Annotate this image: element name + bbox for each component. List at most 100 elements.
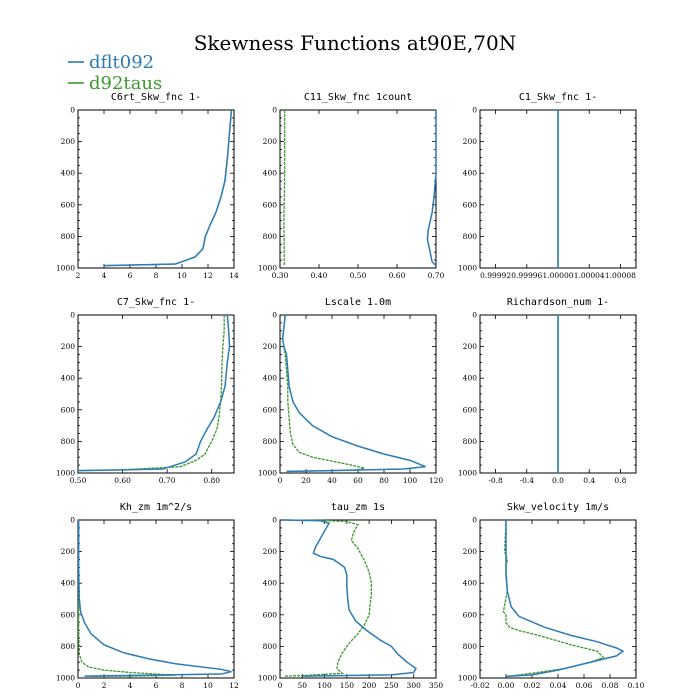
x-tick-label: 2 [102,681,107,690]
y-tick-label: 200 [463,342,478,351]
panel-9: Skw_velocity 1m/s 0 200 400 600 800 1000-0.02 0… [458,502,645,690]
x-tick-label: 0 [278,681,283,690]
panel-6: Richardson_num 1- 0 200 400 600 800 1000 -0.8 -0… [458,297,637,485]
x-tick-label: 60 [353,476,363,485]
panel-frame [279,519,437,679]
x-tick-label: 0.8 [614,476,626,485]
y-tick-label: 800 [463,642,478,651]
series-line-dflt092 [103,109,233,267]
x-tick-label: -0.02 [470,681,489,690]
y-tick-label: 0 [472,106,477,115]
x-tick-label: 250 [384,681,399,690]
y-tick-label: 400 [463,579,478,588]
series-line-dflt092 [426,110,437,267]
series-line-d92taus [103,109,233,267]
y-tick-label: 0 [70,106,75,115]
x-tick-label: 0.08 [602,681,619,690]
y-tick-label: 600 [61,200,76,209]
x-tick-label: 0.60 [389,271,406,280]
series-line-d92taus [502,519,605,678]
y-tick-label: 200 [463,547,478,556]
x-tick-label: 0 [278,476,283,485]
panel-title: C11_Skw_fnc 1count [304,92,412,103]
x-tick-label: -0.4 [520,476,535,485]
x-tick-label: 8 [180,681,185,690]
y-tick-label: 200 [463,137,478,146]
x-tick-label: 0.02 [524,681,541,690]
x-tick-label: 0.04 [550,681,567,690]
x-tick-label: 0.99996 [511,271,542,280]
y-tick-label: 400 [61,374,76,383]
y-tick-label: 800 [61,642,76,651]
x-tick-label: 14 [229,271,239,280]
panel-title: Kh_zm 1m^2/s [120,502,192,513]
y-tick-label: 1000 [258,264,277,273]
x-tick-label: 1.00008 [605,271,636,280]
x-tick-label: 6 [128,271,133,280]
y-tick-label: 800 [263,642,278,651]
y-tick-label: 1000 [258,469,277,478]
y-tick-label: 0 [272,106,277,115]
panel-title: Lscale 1.0m [325,297,391,308]
panel-title: Skw_velocity 1m/s [507,502,609,513]
y-tick-label: 600 [61,610,76,619]
x-tick-label: 2 [76,271,81,280]
panel-title: Richardson_num 1- [507,297,609,308]
series-line-dflt092 [77,314,231,472]
panel-frame [77,109,235,269]
y-tick-label: 0 [472,516,477,525]
panel-title: C6rt_Skw_fnc 1- [111,92,201,103]
x-tick-label: 0 [76,681,81,690]
x-tick-label: 80 [379,476,389,485]
x-tick-label: 8 [154,271,159,280]
x-tick-label: 0.0 [552,476,564,485]
y-tick-label: 600 [263,200,278,209]
x-tick-label: 0.80 [203,476,220,485]
y-tick-label: 0 [272,516,277,525]
x-tick-label: 4 [102,271,107,280]
x-tick-label: 120 [429,476,444,485]
x-tick-label: 0.40 [311,271,328,280]
x-tick-label: 1.00000 [542,271,573,280]
panel-title: C7_Skw_fnc 1- [117,297,195,308]
series-line-dflt092 [281,314,426,473]
x-tick-label: 0.06 [576,681,593,690]
y-tick-label: 600 [463,610,478,619]
y-tick-label: 400 [263,374,278,383]
x-tick-label: 0.60 [114,476,131,485]
y-tick-label: 1000 [258,674,277,683]
y-tick-label: 600 [263,405,278,414]
y-tick-label: 200 [263,547,278,556]
y-tick-label: 200 [263,342,278,351]
y-tick-label: 1000 [56,674,75,683]
x-tick-label: 350 [429,681,444,690]
x-tick-label: 20 [301,476,311,485]
panel-frame [479,519,637,679]
y-tick-label: 400 [263,579,278,588]
series-line-d92taus [284,519,373,677]
y-tick-label: 800 [263,437,278,446]
y-tick-label: 800 [61,232,76,241]
panel-frame [77,314,235,474]
y-tick-label: 0 [472,311,477,320]
y-tick-label: 0 [70,516,75,525]
y-tick-label: 200 [61,137,76,146]
y-tick-label: 800 [463,232,478,241]
x-tick-label: 0.50 [70,476,87,485]
x-tick-label: 0.70 [428,271,445,280]
legend: dflt092 d92taus [68,52,162,94]
y-tick-label: 600 [263,610,278,619]
y-tick-label: 1000 [458,264,477,273]
series-line-d92taus [283,110,286,266]
x-tick-label: 0.00 [498,681,515,690]
y-tick-label: 600 [463,200,478,209]
y-tick-label: 400 [463,169,478,178]
y-tick-label: 1000 [458,674,477,683]
y-tick-label: 0 [272,311,277,320]
series-line-d92taus [77,315,225,472]
y-tick-label: 800 [263,232,278,241]
